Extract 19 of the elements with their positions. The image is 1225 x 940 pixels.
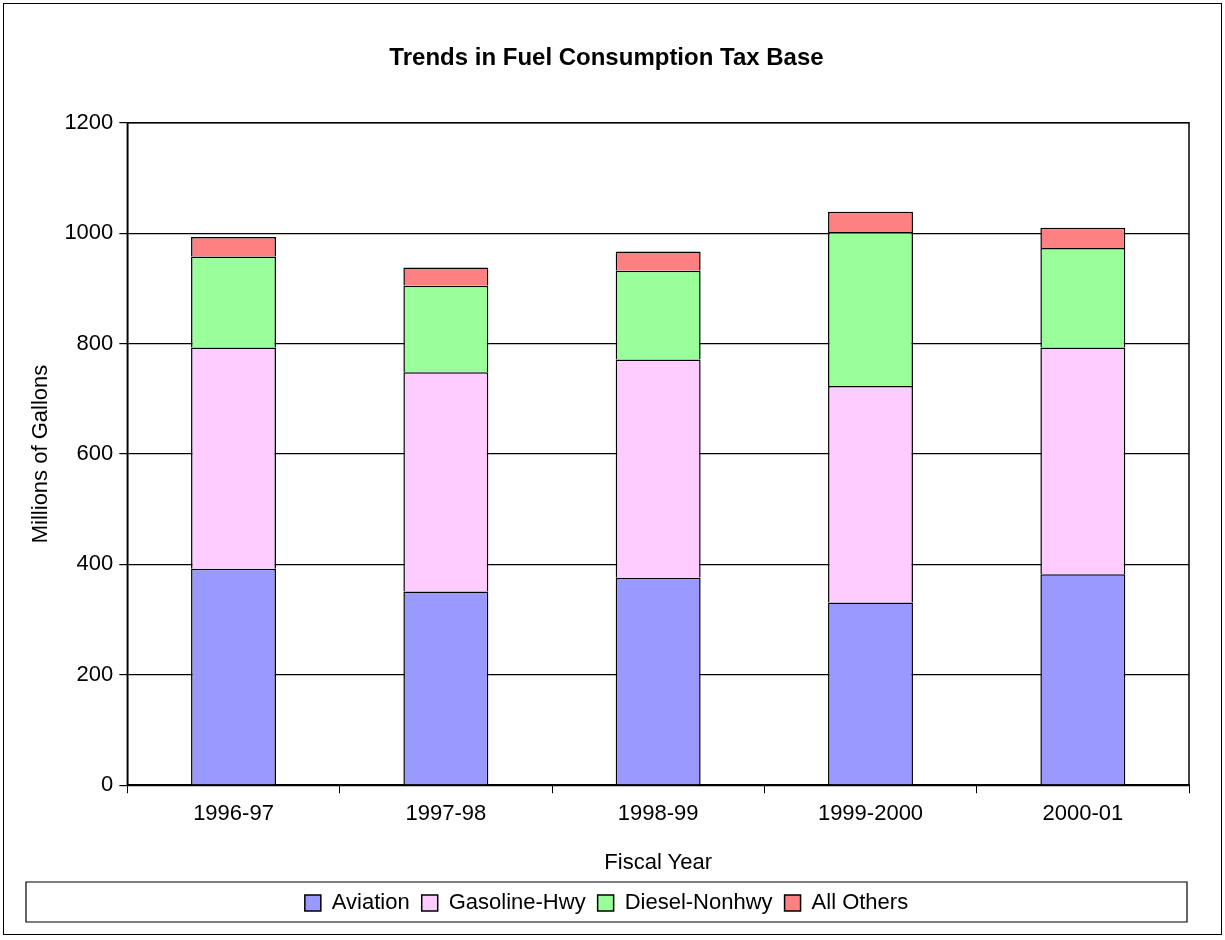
- y-tick-label: 600: [76, 440, 114, 466]
- x-tick-label: 1999-2000: [817, 800, 924, 826]
- y-tick-label: 1200: [64, 108, 114, 134]
- y-tick-label: 1000: [64, 219, 114, 245]
- y-tick-label: 200: [76, 660, 114, 686]
- x-tick-label: 2000-01: [1042, 800, 1124, 826]
- y-axis-title: Millions of Gallons: [27, 364, 53, 544]
- chart-title: Trends in Fuel Consumption Tax Base: [389, 43, 824, 71]
- legend-label: All Others: [811, 889, 909, 915]
- x-axis-title: Fiscal Year: [604, 848, 712, 874]
- x-tick-label: 1998-99: [617, 800, 699, 826]
- x-tick-label: 1997-98: [405, 800, 487, 826]
- legend-label: Diesel-Nonhwy: [624, 889, 773, 915]
- y-tick-label: 400: [76, 550, 114, 576]
- x-tick-label: 1996-97: [193, 800, 274, 826]
- y-tick-label: 800: [76, 329, 114, 355]
- legend-label: Aviation: [331, 889, 410, 915]
- y-tick-label: 0: [101, 771, 114, 797]
- legend-label: Gasoline-Hwy: [448, 889, 586, 915]
